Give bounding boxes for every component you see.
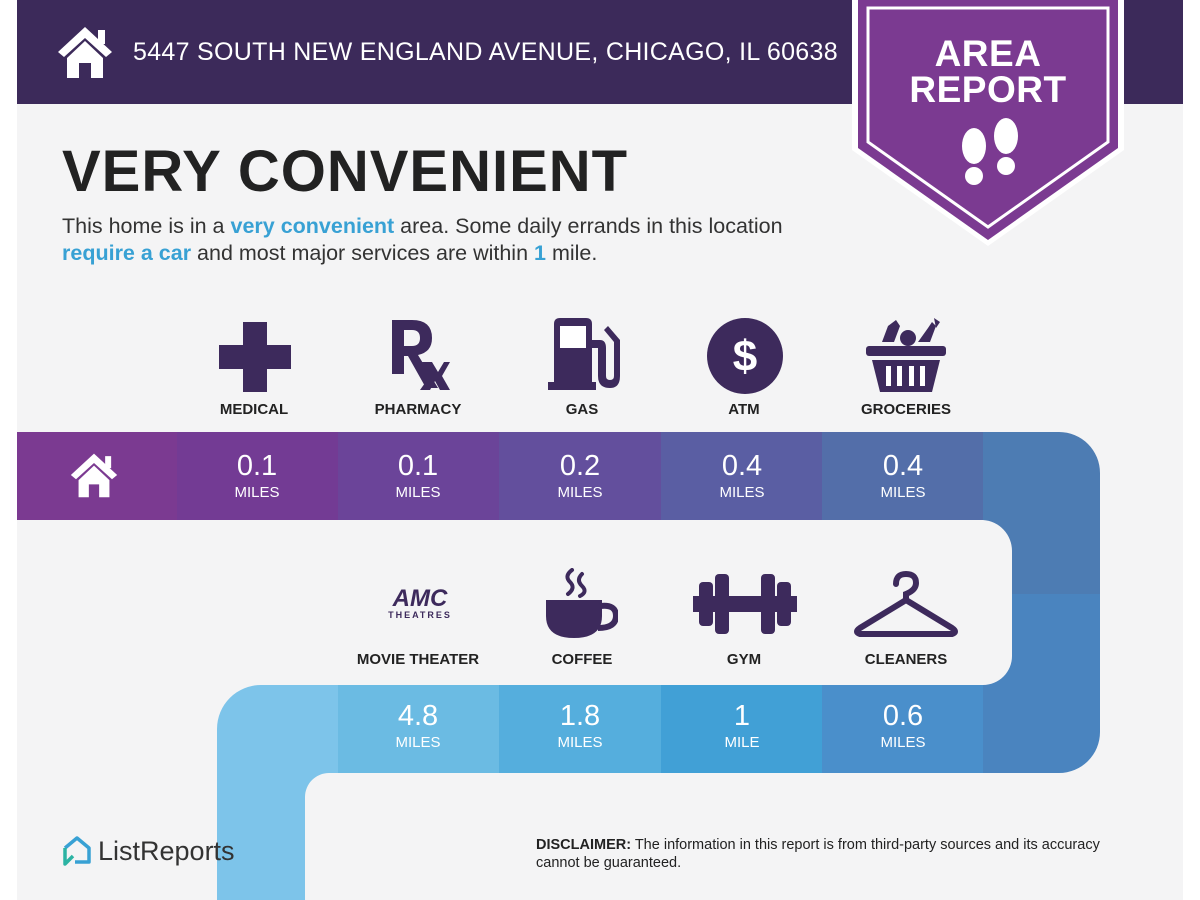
gas-pump-icon: [548, 318, 620, 390]
distance-cell-movie-theater: [338, 685, 499, 773]
distance-cell-gym: [661, 685, 822, 773]
coffee-cup-icon: [546, 568, 618, 638]
distance-unit-coffee: MILES: [557, 734, 603, 751]
distance-unit-atm: MILES: [719, 484, 765, 501]
disclaimer-text: The information in this report is from t…: [536, 837, 1100, 871]
distance-value-cleaners: 0.6: [882, 700, 924, 732]
house-icon: [70, 453, 118, 498]
property-address: 5447 SOUTH NEW ENGLAND AVENUE, CHICAGO, …: [133, 38, 838, 66]
distance-cell-medical: [177, 432, 338, 520]
distance-unit-gas: MILES: [557, 484, 603, 501]
distance-cell-atm: [661, 432, 822, 520]
category-label-atm: ATM: [728, 401, 760, 418]
category-label-gym: GYM: [726, 651, 762, 668]
distance-cell-groceries: [822, 432, 983, 520]
distance-value-atm: 0.4: [721, 450, 763, 482]
category-label-groceries: GROCERIES: [860, 401, 951, 418]
badge-title: AREA REPORT: [852, 33, 1124, 110]
category-label-movie-theater: MOVIE THEATER: [356, 651, 480, 668]
distance-value-pharmacy: 0.1: [397, 450, 439, 482]
amc-logo-text: AMC: [392, 586, 448, 612]
desc-highlight: require a car: [62, 241, 192, 265]
listreports-logo-icon: [63, 836, 91, 866]
amc-logo-icon: AMC THEATRES: [388, 586, 452, 620]
distance-cell-gas: [499, 432, 661, 520]
distance-value-gas: 0.2: [559, 450, 601, 482]
desc-part: area. Some daily errands in this locatio…: [394, 214, 783, 238]
dumbbell-icon: [693, 574, 797, 634]
category-label-gas: GAS: [565, 401, 599, 418]
rx-icon: [392, 320, 450, 390]
desc-part: and most major services are within: [191, 241, 535, 265]
footprints-icon: [962, 118, 1018, 185]
convenience-description: This home is in a very convenient area. …: [62, 213, 852, 267]
distance-value-coffee: 1.8: [559, 700, 601, 732]
route-tail: [217, 685, 338, 900]
disclaimer-label: DISCLAIMER:: [536, 837, 632, 853]
house-icon: [58, 27, 112, 78]
distance-cell-pharmacy: [338, 432, 499, 520]
desc-highlight: very convenient: [230, 214, 395, 238]
route-connector: [983, 432, 1100, 773]
disclaimer: DISCLAIMER: The information in this repo…: [536, 836, 1146, 872]
brand-name: ListReports: [98, 836, 235, 866]
distance-value-medical: 0.1: [236, 450, 278, 482]
hanger-icon: [854, 570, 958, 637]
dollar-icon: $: [707, 318, 783, 394]
distance-cell-coffee: [499, 685, 661, 773]
badge-line-1: AREA: [934, 33, 1042, 74]
medical-cross-icon: [219, 322, 291, 392]
distance-value-movie-theater: 4.8: [397, 700, 439, 732]
desc-highlight: 1: [534, 241, 546, 265]
badge-line-2: REPORT: [909, 69, 1067, 110]
distance-unit-groceries: MILES: [880, 484, 926, 501]
distance-unit-cleaners: MILES: [880, 734, 926, 751]
svg-text:$: $: [733, 332, 757, 381]
distance-unit-movie-theater: MILES: [395, 734, 441, 751]
distance-unit-pharmacy: MILES: [395, 484, 441, 501]
area-report-badge: [852, 0, 1124, 246]
distance-unit-gym: MILE: [724, 734, 760, 751]
distance-unit-medical: MILES: [234, 484, 280, 501]
desc-part: mile.: [545, 241, 598, 265]
distance-value-gym: 1: [733, 700, 751, 732]
distance-cell-cleaners: [822, 685, 983, 773]
category-label-pharmacy: PHARMACY: [374, 401, 462, 418]
distance-value-groceries: 0.4: [882, 450, 924, 482]
category-label-coffee: COFFEE: [551, 651, 613, 668]
convenience-title: VERY CONVENIENT: [62, 139, 629, 204]
category-label-cleaners: CLEANERS: [864, 651, 948, 668]
category-label-medical: MEDICAL: [219, 401, 289, 418]
grocery-basket-icon: [866, 318, 946, 392]
amc-logo-subtext: THEATRES: [388, 610, 452, 620]
desc-part: This home is in a: [62, 214, 231, 238]
